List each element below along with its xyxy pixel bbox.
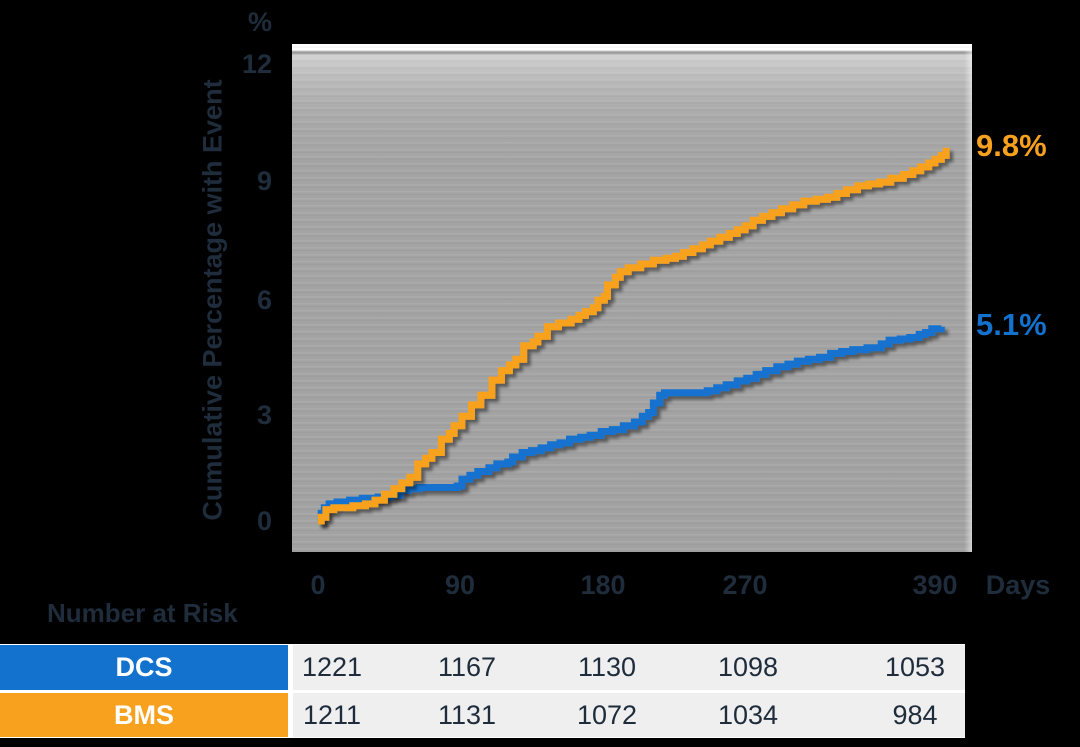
y-tick-12: 12 (241, 49, 272, 79)
curves-svg (317, 147, 950, 525)
y-axis-unit-label: % (247, 7, 272, 37)
x-tick-180: 180 (580, 570, 626, 600)
x-tick-0: 0 (310, 570, 326, 600)
dcs-value-day180: 1130 (577, 652, 637, 682)
dcs-row-label: DCS (0, 645, 288, 690)
y-tick-9: 9 (256, 166, 272, 196)
bms-row-values: 1211 1131 1072 1034 984 (293, 693, 965, 737)
y-tick-3: 3 (256, 400, 272, 430)
bms-value-day90: 1131 (437, 699, 497, 730)
dcs-value-day90: 1167 (437, 652, 497, 682)
bms-endpoint-label: 9.8% (976, 128, 1047, 163)
x-tick-390: 390 (912, 570, 958, 600)
number-at-risk-title: Number at Risk (47, 598, 238, 628)
dcs-curve (317, 325, 945, 525)
bms-value-day0: 1211 (302, 699, 362, 730)
bms-value-day270: 1034 (717, 699, 779, 730)
dcs-value-day390: 1053 (884, 652, 946, 682)
y-tick-0: 0 (256, 506, 272, 536)
bms-curve (317, 147, 950, 525)
risk-table-row-bms: BMS 1211 1131 1072 1034 984 (0, 693, 965, 737)
plot-area (292, 44, 972, 552)
x-axis-unit-label: Days (985, 570, 1051, 600)
bms-value-day390: 984 (892, 699, 938, 730)
dcs-value-day0: 1221 (301, 652, 363, 682)
bms-row-label: BMS (0, 693, 288, 737)
dcs-endpoint-label: 5.1% (976, 307, 1047, 342)
dcs-row-values: 1221 1167 1130 1098 1053 (293, 645, 965, 690)
x-tick-270: 270 (722, 570, 768, 600)
y-tick-6: 6 (256, 285, 272, 315)
x-tick-90: 90 (444, 570, 476, 600)
dcs-value-day270: 1098 (717, 652, 779, 682)
y-axis-title: Cumulative Percentage with Event (197, 79, 228, 521)
risk-table-row-dcs: DCS 1221 1167 1130 1098 1053 (0, 645, 965, 690)
bms-value-day180: 1072 (576, 699, 638, 730)
